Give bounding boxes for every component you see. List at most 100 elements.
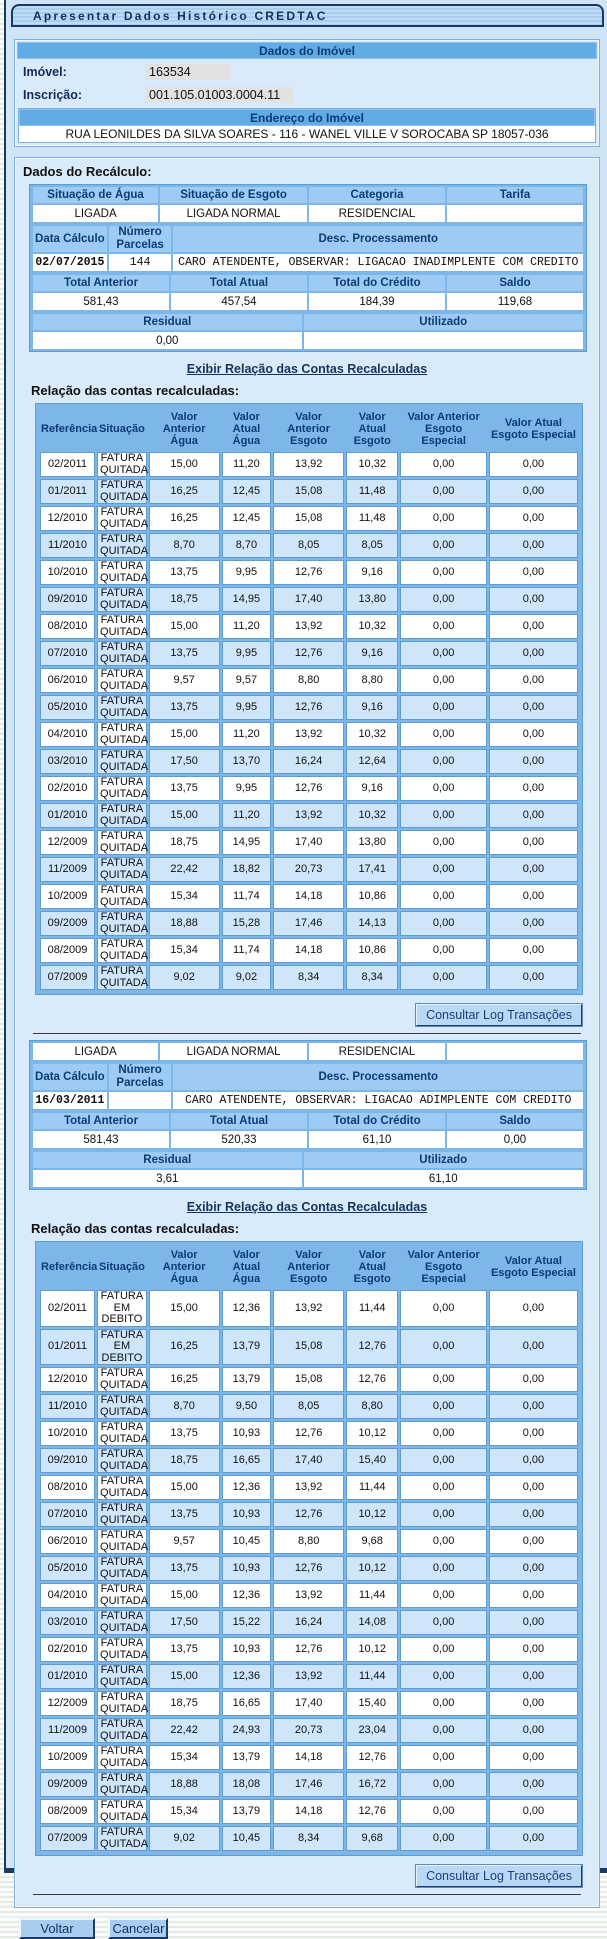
total-anterior-value: 581,43	[33, 293, 169, 310]
table-cell: 0,00	[488, 614, 578, 639]
table-cell: FATURA QUITADA	[97, 1367, 148, 1392]
table-cell: 11,44	[346, 1475, 399, 1500]
totals-table: Total Anterior Total Atual Total do Créd…	[31, 1111, 585, 1150]
totals-header-row: Total Anterior Total Atual Total do Créd…	[33, 275, 583, 291]
table-cell: 11,44	[346, 1290, 399, 1327]
table-cell: 0,00	[400, 1691, 487, 1716]
table-cell: 0,00	[488, 533, 578, 558]
contas-table-header-row: Referência Situação Valor Anterior Água …	[40, 1246, 578, 1288]
table-cell: 15,22	[221, 1610, 272, 1635]
table-cell: 0,00	[400, 1328, 487, 1365]
situation-value-row: LIGADA LIGADA NORMAL RESIDENCIAL	[33, 205, 583, 222]
table-cell: 0,00	[488, 938, 578, 963]
table-cell: 17,41	[346, 857, 399, 882]
table-cell: 02/2010	[40, 776, 96, 801]
table-cell: 10/2009	[40, 884, 96, 909]
table-cell: FATURA QUITADA	[97, 1664, 148, 1689]
table-cell: 0,00	[400, 641, 487, 666]
total-atual-value: 457,54	[171, 293, 307, 310]
table-cell: 06/2010	[40, 668, 96, 693]
table-cell: 03/2010	[40, 1610, 96, 1635]
table-cell: 9,68	[346, 1529, 399, 1554]
col-referencia: Referência	[41, 1261, 98, 1273]
table-cell: 8,80	[273, 668, 345, 693]
consultar-log-button[interactable]: Consultar Log Transações	[416, 1865, 582, 1887]
table-cell: 10,12	[346, 1502, 399, 1527]
table-cell: FATURA QUITADA	[97, 965, 148, 990]
table-cell: FATURA QUITADA	[97, 1637, 148, 1662]
table-cell: 08/2009	[40, 1799, 96, 1824]
table-cell: 16,25	[148, 1328, 220, 1365]
table-cell: 9,16	[346, 776, 399, 801]
header-desc-processamento: Desc. Processamento	[173, 1064, 583, 1090]
table-cell: 16,65	[221, 1448, 272, 1473]
residual-header-row: Residual Utilizado	[33, 1152, 583, 1168]
table-cell: 11/2010	[40, 1394, 96, 1419]
table-cell: 8,05	[346, 533, 399, 558]
table-cell: 17,40	[273, 587, 345, 612]
table-cell: 18,75	[148, 1691, 220, 1716]
table-cell: 0,00	[400, 1799, 487, 1824]
table-cell: 8,80	[346, 668, 399, 693]
table-cell: FATURA QUITADA	[97, 1745, 148, 1770]
table-cell: 10,32	[346, 614, 399, 639]
saldo-value: 119,68	[447, 293, 583, 310]
table-cell: 0,00	[488, 668, 578, 693]
table-cell: 0,00	[488, 749, 578, 774]
table-cell: 16,25	[148, 506, 220, 531]
table-cell: FATURA QUITADA	[97, 1718, 148, 1743]
table-cell: 13,79	[221, 1799, 272, 1824]
calc-header-row: Data Cálculo Número Parcelas Desc. Proce…	[33, 226, 583, 252]
voltar-button[interactable]: Voltar	[19, 1918, 95, 1939]
record1-button-row: Consultar Log Transações	[17, 1004, 582, 1026]
table-cell: 12,64	[346, 749, 399, 774]
table-cell: 13,92	[273, 803, 345, 828]
table-cell: 12,45	[221, 506, 272, 531]
table-cell: 11,20	[221, 614, 272, 639]
table-cell: 0,00	[400, 506, 487, 531]
table-cell: 13,80	[346, 587, 399, 612]
exibir-contas-link[interactable]: Exibir Relação das Contas Recalculadas	[186, 362, 428, 376]
table-cell: 0,00	[488, 1826, 578, 1851]
table-row: 10/2009 FATURA QUITADA 15,34 11,74 14,18 10,8…	[40, 884, 578, 909]
cancelar-button[interactable]: Cancelar	[108, 1918, 169, 1939]
table-row: 03/2010 FATURA QUITADA 17,50 13,70 16,24 12,6…	[40, 749, 578, 774]
exibir-contas-link[interactable]: Exibir Relação das Contas Recalculadas	[186, 1200, 428, 1214]
table-cell: FATURA QUITADA	[97, 776, 148, 801]
table-cell: 12,76	[346, 1328, 399, 1365]
table-cell: 11,48	[346, 479, 399, 504]
table-cell: 12,76	[273, 776, 345, 801]
table-row: 12/2010 FATURA QUITADA 16,25 12,45 15,08 11,4…	[40, 506, 578, 531]
table-cell: 10,45	[221, 1529, 272, 1554]
inscricao-label: Inscrição:	[23, 88, 83, 102]
table-cell: 11,74	[221, 938, 272, 963]
table-cell: 0,00	[400, 452, 487, 477]
table-cell: 0,00	[400, 1529, 487, 1554]
table-cell: 11/2009	[40, 1718, 96, 1743]
table-row: 10/2009 FATURA QUITADA 15,34 13,79 14,18 12,7…	[40, 1745, 578, 1770]
table-cell: 0,00	[400, 857, 487, 882]
table-cell: 01/2011	[40, 1328, 96, 1365]
table-cell: 13,75	[148, 1556, 220, 1581]
col-valor-atual-esgoto: Valor Atual Esgoto	[353, 411, 391, 447]
consultar-log-button[interactable]: Consultar Log Transações	[416, 1004, 582, 1026]
table-cell: 09/2010	[40, 587, 96, 612]
recalc-record-1: Situação de Água Situação de Esgoto Cate…	[17, 184, 597, 1034]
parcels-value	[108, 1092, 172, 1109]
situation-header-row: Situação de Água Situação de Esgoto Cate…	[33, 187, 583, 203]
table-cell: 0,00	[400, 1583, 487, 1608]
table-cell: 16,24	[273, 1610, 345, 1635]
table-cell: 0,00	[488, 1394, 578, 1419]
table-cell: 0,00	[488, 1328, 578, 1365]
table-cell: 13,75	[148, 695, 220, 720]
table-cell: 15,00	[148, 614, 220, 639]
table-cell: 0,00	[488, 1475, 578, 1500]
table-cell: 15,08	[273, 1328, 345, 1365]
table-cell: 0,00	[488, 1367, 578, 1392]
table-cell: 0,00	[488, 560, 578, 585]
table-cell: 0,00	[400, 1772, 487, 1797]
table-cell: 0,00	[400, 749, 487, 774]
header-situacao-esgoto: Situação de Esgoto	[160, 187, 307, 203]
table-cell: 15,00	[148, 1290, 220, 1327]
table-cell: 12,76	[273, 1637, 345, 1662]
